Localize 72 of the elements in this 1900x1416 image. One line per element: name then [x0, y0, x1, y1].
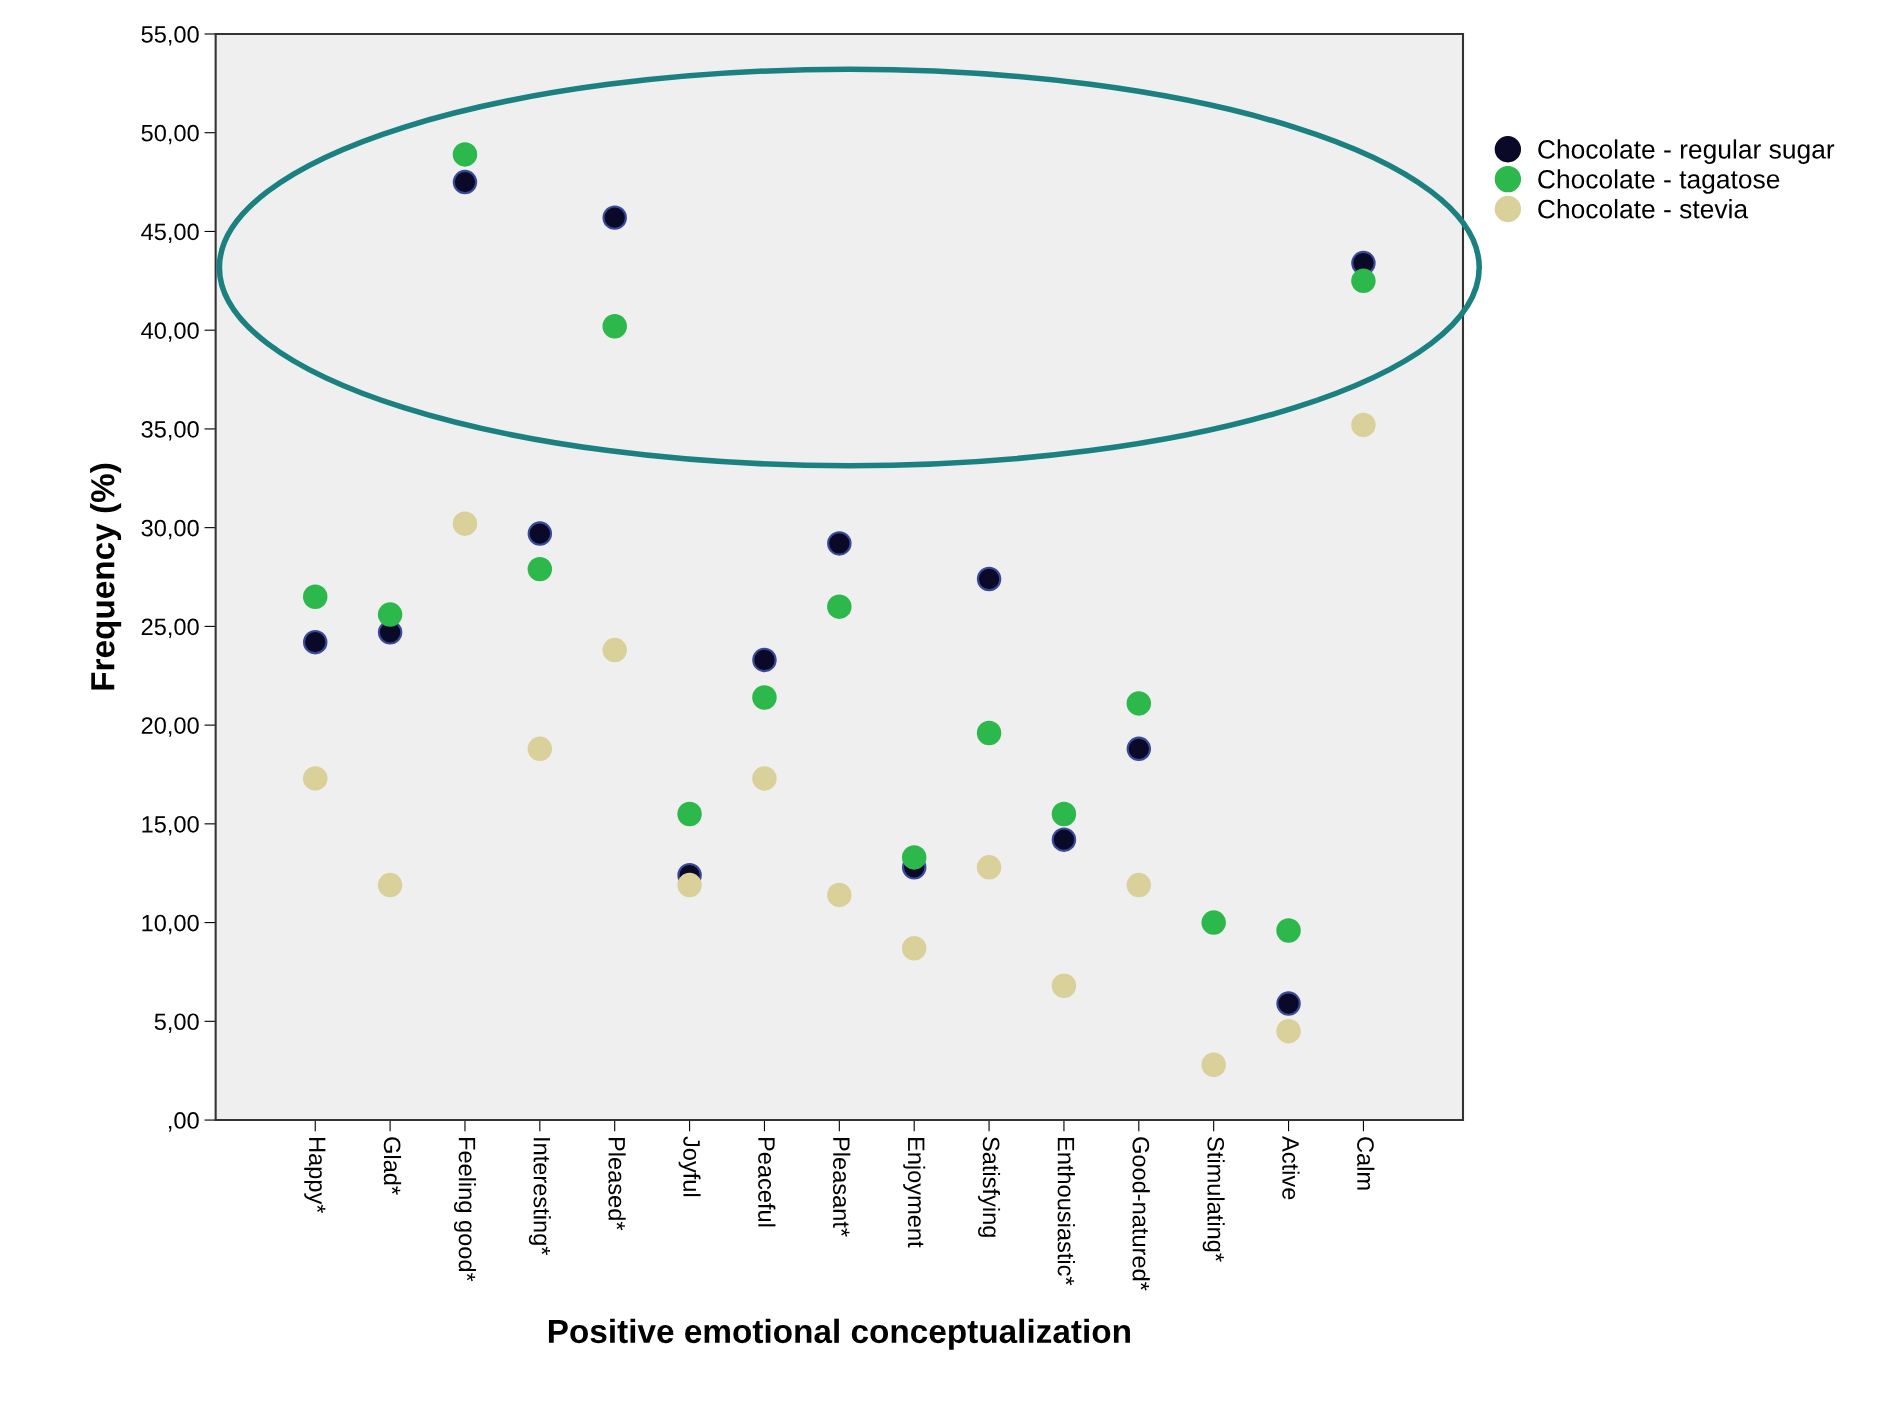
y-tick-label: 50,00 [141, 124, 199, 145]
point [827, 882, 852, 908]
point [1051, 973, 1077, 999]
point [677, 872, 702, 898]
x-axis-title: Positive emotional conceptualization [548, 1318, 1130, 1350]
point [302, 584, 328, 609]
point [677, 801, 702, 827]
x-tick-label: Enjoyment [903, 1137, 926, 1248]
x-tick-label: Peaceful [758, 1137, 776, 1227]
y-tick-label: 40,00 [141, 322, 199, 342]
x-tick-label: Pleased* [608, 1137, 626, 1231]
y-tick-label: 15,00 [142, 815, 199, 836]
point [901, 936, 927, 961]
x-tick-label: Satisfying [978, 1137, 1001, 1237]
point [752, 647, 777, 673]
x-tick-label: Enthousiastic* [1057, 1137, 1075, 1286]
point [527, 521, 553, 546]
point [377, 602, 403, 627]
point [976, 720, 1002, 746]
point [901, 845, 927, 870]
y-tick-label: ,00 [168, 1112, 199, 1132]
x-tick-label: Stimulating* [1202, 1137, 1225, 1262]
x-tick-label: Good-natured* [1132, 1137, 1150, 1291]
legend-label: Chocolate - tagatose [1538, 169, 1780, 194]
y-tick-label: 55,00 [141, 26, 199, 46]
point [1051, 801, 1077, 827]
point [527, 556, 553, 582]
x-tick-label: Pleasant* [832, 1137, 851, 1237]
point [752, 766, 777, 791]
point [976, 566, 1002, 592]
point [302, 629, 328, 655]
point [1126, 691, 1152, 716]
legend-label: Chocolate - regular sugar [1538, 139, 1835, 164]
point [602, 637, 627, 663]
point [602, 205, 627, 230]
x-tick-label: Happy* [304, 1137, 326, 1214]
x-tick-label: Joyful [678, 1136, 701, 1197]
y-tick-label: 25,00 [141, 618, 199, 638]
point [452, 142, 478, 167]
y-tick-label: 5,00 [154, 1013, 199, 1033]
point [452, 511, 478, 536]
y-axis-title: Frequency (%) [90, 463, 122, 690]
x-tick-label: Feeling good* [453, 1137, 476, 1282]
point [1276, 1018, 1301, 1044]
point [752, 685, 777, 710]
point [452, 169, 478, 195]
point [527, 736, 553, 762]
x-tick-label: Active [1282, 1136, 1300, 1200]
point [1276, 918, 1301, 943]
point [1201, 1052, 1226, 1077]
point [976, 855, 1002, 880]
point [827, 594, 852, 619]
point [1201, 910, 1226, 935]
point [1126, 736, 1152, 762]
point [1351, 412, 1376, 438]
x-tick-label: Glad* [383, 1137, 402, 1195]
y-tick-label: 30,00 [141, 519, 199, 540]
point [302, 766, 328, 791]
point [1051, 827, 1077, 852]
y-tick-label: 35,00 [141, 420, 199, 441]
y-tick-label: 45,00 [141, 223, 199, 244]
y-tick-label: 10,00 [142, 914, 199, 935]
point [377, 872, 403, 898]
legend-label: Chocolate - stevia [1538, 199, 1749, 219]
point [1126, 872, 1152, 898]
point [1351, 268, 1376, 294]
point [827, 531, 852, 556]
y-tick-label: 20,00 [141, 717, 199, 737]
x-tick-label: Interesting* [528, 1138, 551, 1256]
x-tick-label: Calm [1357, 1137, 1375, 1190]
point [602, 314, 627, 339]
point [1276, 991, 1301, 1016]
